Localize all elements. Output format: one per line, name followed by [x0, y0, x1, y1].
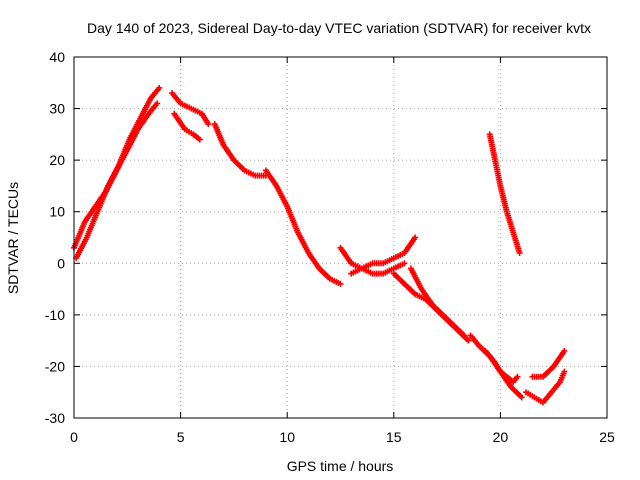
x-axis-label: GPS time / hours	[287, 458, 394, 474]
y-tick-label: 20	[49, 152, 65, 168]
data-point	[518, 394, 525, 401]
data-point	[516, 249, 523, 256]
y-tick-label: 0	[57, 255, 65, 271]
y-tick-label: -30	[45, 410, 65, 426]
y-tick-label: -20	[45, 358, 65, 374]
data-point	[561, 368, 568, 375]
data-point	[196, 136, 203, 143]
data-point	[412, 234, 419, 241]
data-point	[561, 347, 568, 354]
y-tick-label: 10	[49, 204, 65, 220]
y-tick-label: -10	[45, 307, 65, 323]
x-tick-label: 5	[177, 429, 185, 445]
data-point	[205, 121, 212, 128]
y-axis-label: SDTVAR / TECUs	[5, 182, 21, 294]
data-points	[71, 84, 568, 406]
data-point	[401, 260, 408, 267]
x-tick-label: 20	[493, 429, 509, 445]
data-point	[156, 84, 163, 91]
y-tick-label: 40	[49, 49, 65, 65]
y-tick-label: 30	[49, 101, 65, 117]
grid	[74, 57, 607, 418]
data-point	[461, 332, 468, 339]
chart-title: Day 140 of 2023, Sidereal Day-to-day VTE…	[87, 20, 591, 36]
axis-ticks: 0 5 10 15 20 25 -30 -20 -10 0 10 20 30 40	[45, 49, 615, 445]
x-tick-label: 15	[386, 429, 402, 445]
data-point	[337, 280, 344, 287]
data-point	[465, 337, 472, 344]
x-tick-label: 25	[599, 429, 615, 445]
data-point	[514, 373, 521, 380]
x-tick-label: 10	[279, 429, 295, 445]
data-point	[154, 100, 161, 107]
plot-frame	[73, 56, 608, 419]
x-tick-label: 0	[70, 429, 78, 445]
